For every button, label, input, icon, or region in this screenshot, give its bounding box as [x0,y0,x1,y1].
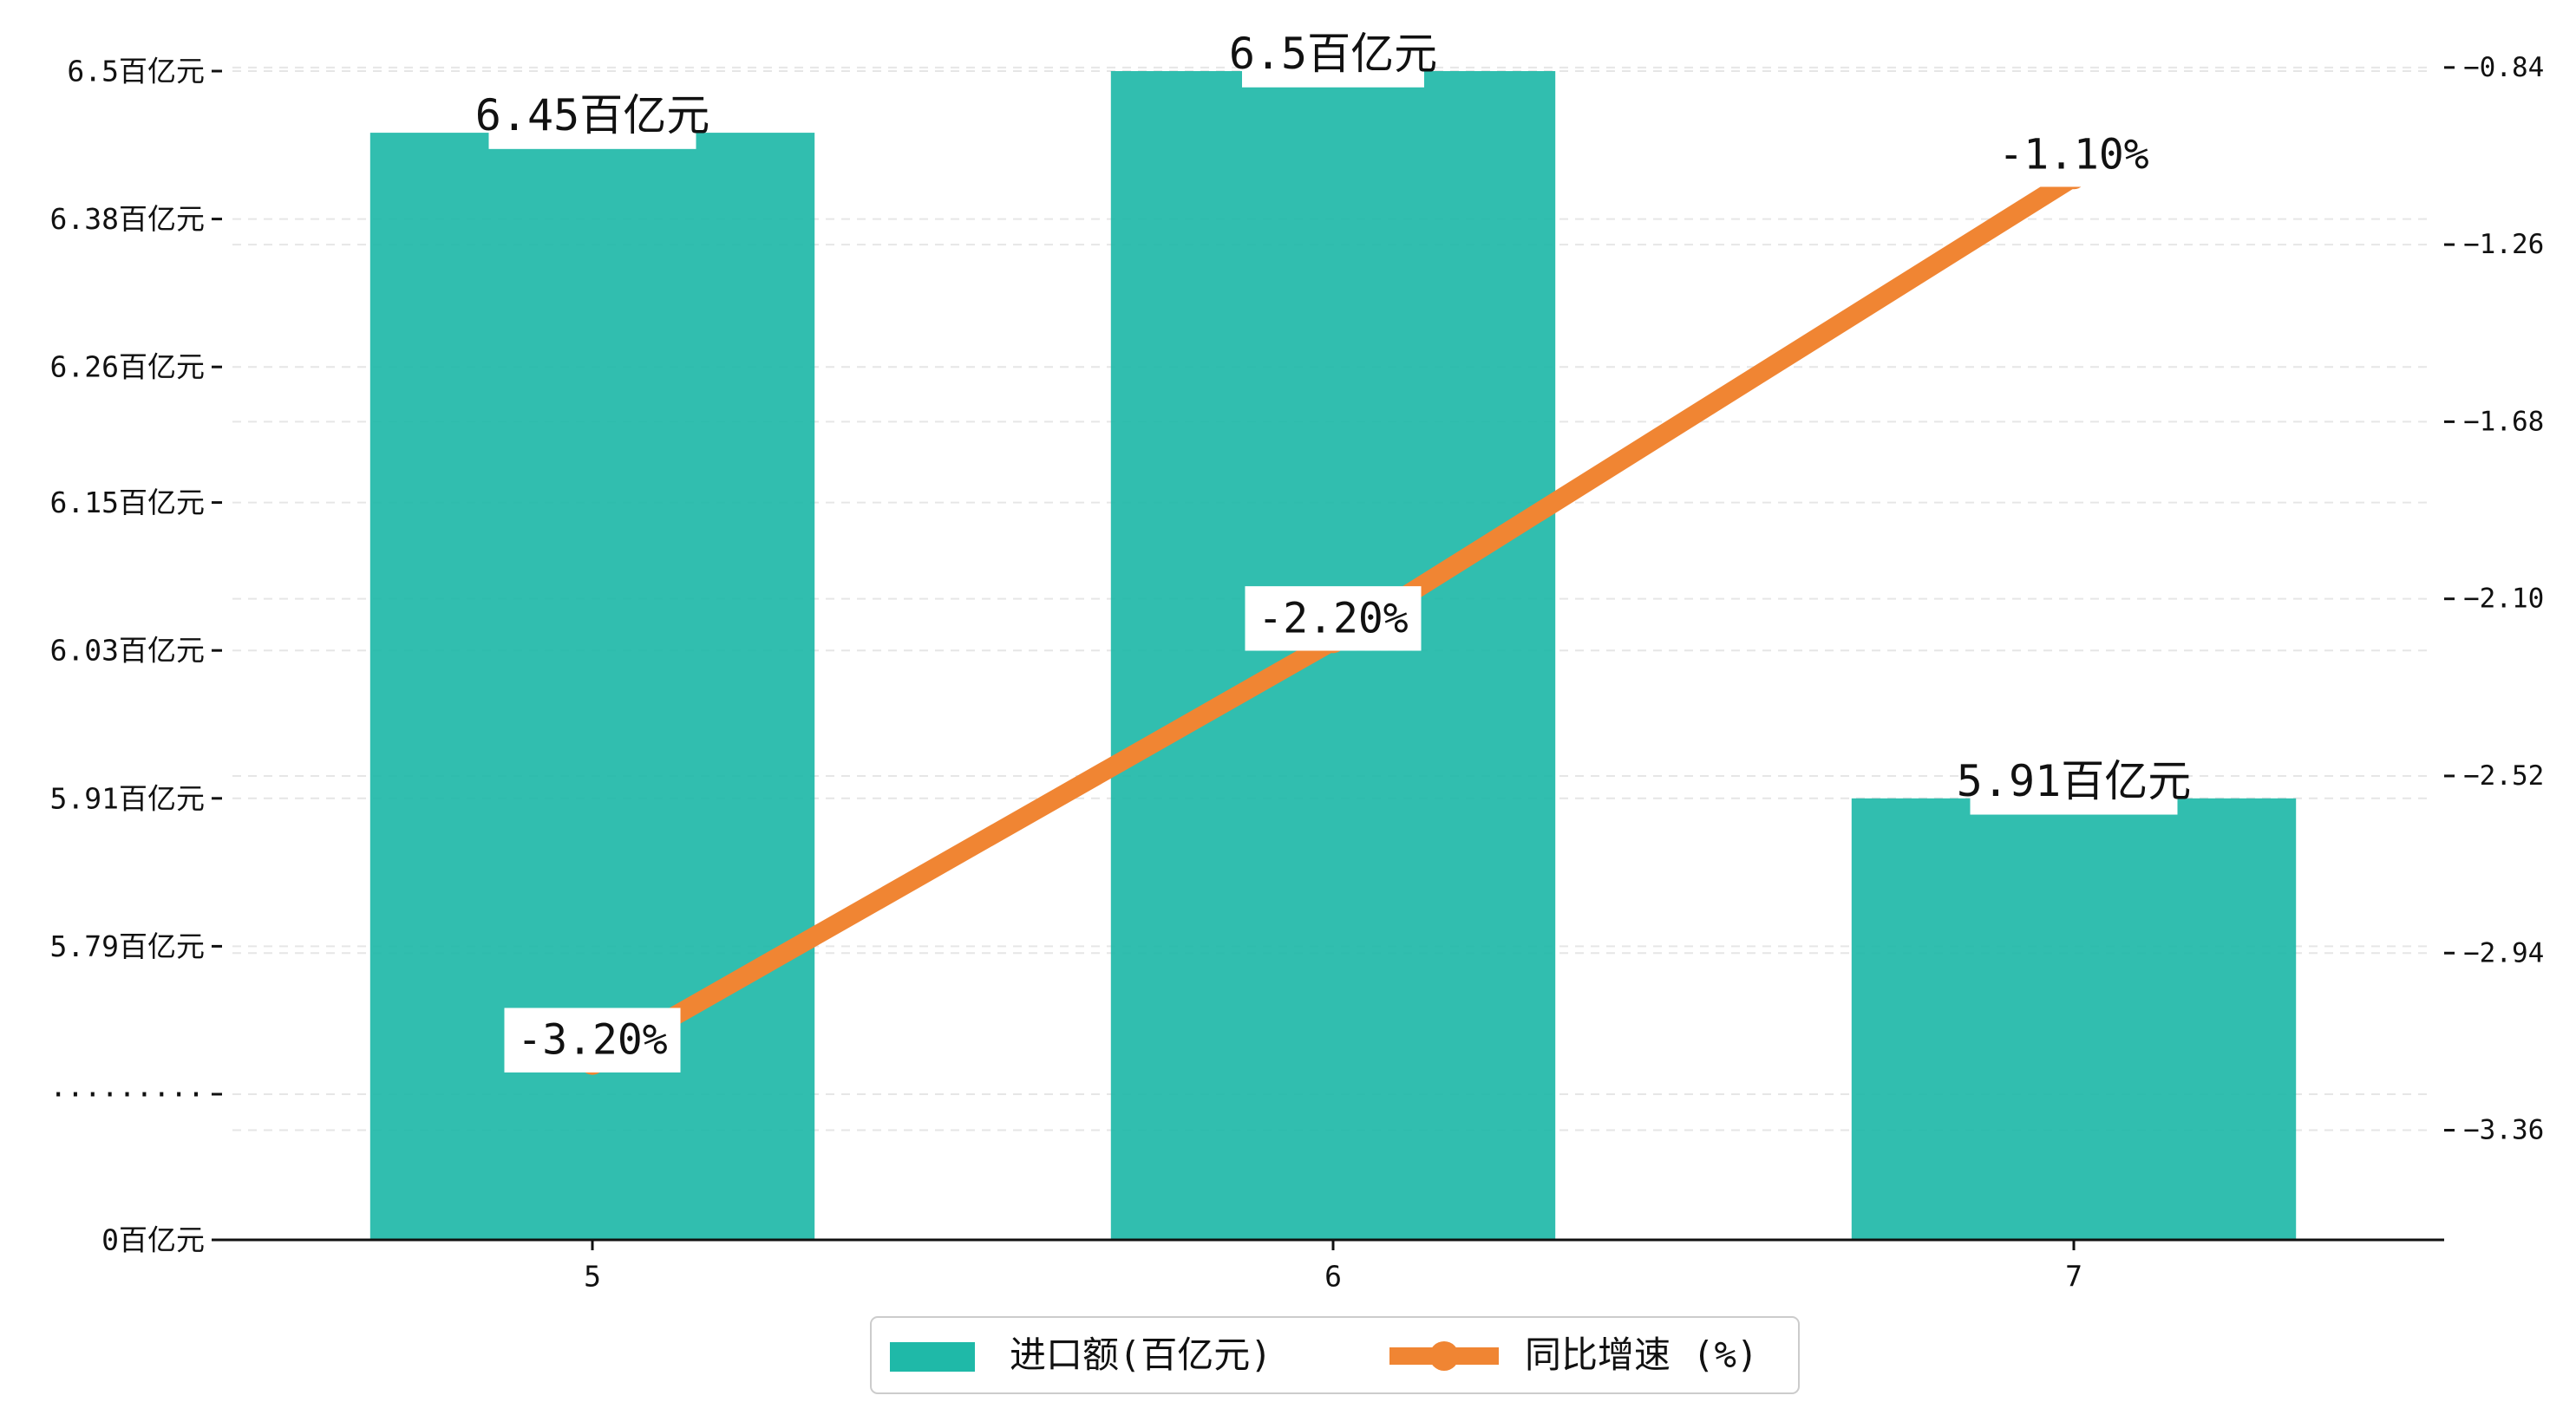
axes: 0百亿元 ········· 5.79百亿元 5.91百亿元 6.03百亿元 6.15百亿… [49,52,2544,1294]
left-tick-label: 6.38百亿元 [50,202,205,236]
right-tick-label: −0.84 [2463,52,2544,83]
growth-value-label-5-group: -3.20% [504,1007,681,1073]
bar-value-label-5-group: 6.45百亿元 [475,82,709,149]
left-tick-label: ········· [49,1078,205,1112]
import-bars [369,71,2297,1240]
x-tick-label: 7 [2065,1260,2082,1294]
bar-value-label-7-box [1970,747,2178,815]
growth-value-label-5: -3.20% [517,1016,667,1065]
growth-value-label-7-box [1985,122,2162,187]
right-tick-label: −3.36 [2463,1115,2544,1146]
legend-label-bar: 进口额(百亿元) [1010,1333,1272,1376]
left-tick-label: 6.26百亿元 [50,350,205,384]
legend-label-line: 同比增速 (%) [1525,1333,1758,1376]
left-tick-label: 6.03百亿元 [50,634,205,668]
x-tick-label: 5 [584,1260,601,1294]
bar-import-6 [1110,71,1556,1240]
left-tick-label: 5.79百亿元 [50,929,205,963]
bar-value-label-6-box [1242,20,1424,88]
bar-value-label-5: 6.45百亿元 [475,90,709,140]
left-tick-label: 6.5百亿元 [67,55,205,88]
growth-value-label-5-box [504,1007,681,1073]
growth-value-label-6: -2.20% [1258,594,1408,642]
growth-value-label-7-group: -1.10% [1985,122,2162,187]
right-tick-label: −1.26 [2463,229,2544,260]
x-tick-label: 6 [1324,1260,1342,1294]
growth-value-label-7: -1.10% [1998,130,2148,179]
growth-value-label-6-group: -2.20% [1245,586,1422,651]
legend-swatch-bar [890,1342,975,1372]
bar-value-label-6: 6.5百亿元 [1229,29,1437,79]
right-tick-label: −2.10 [2463,584,2544,615]
legend: 进口额(百亿元) 同比增速 (%) [870,1316,1800,1394]
bar-value-label-6-group: 6.5百亿元 [1229,20,1437,88]
data-labels: 6.45百亿元 6.5百亿元 5.91百亿元 -3.20% -2.20% -1.10% [475,20,2191,1073]
growth-value-label-6-box [1245,586,1422,651]
left-tick-label: 6.15百亿元 [50,486,205,519]
bar-value-label-7: 5.91百亿元 [1957,756,2191,806]
legend-frame [870,1316,1800,1394]
right-tick-label: −2.52 [2463,760,2544,792]
left-tick-label: 0百亿元 [101,1223,205,1257]
bar-value-label-5-box [488,82,696,149]
right-tick-label: −2.94 [2463,937,2544,968]
bar-value-label-7-group: 5.91百亿元 [1957,747,2191,815]
legend-swatch-marker [1429,1341,1459,1371]
bar-import-7 [1851,798,2297,1240]
right-tick-label: −1.68 [2463,406,2544,437]
left-tick-label: 5.91百亿元 [50,781,205,815]
